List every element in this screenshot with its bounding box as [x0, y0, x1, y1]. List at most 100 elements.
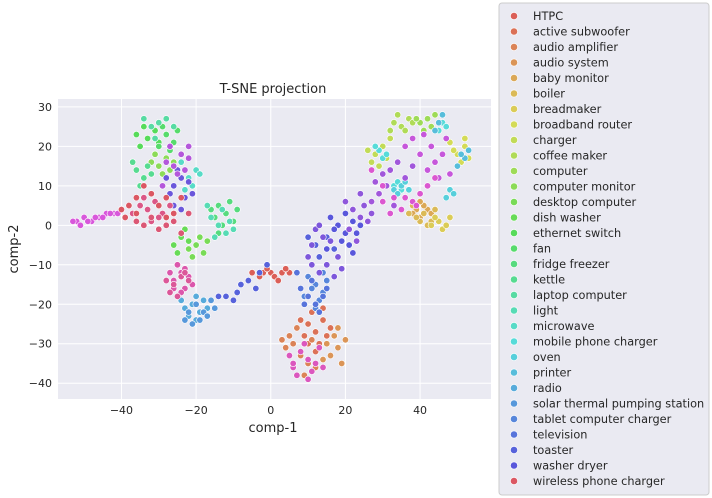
- data-point: [412, 115, 420, 123]
- data-point: [185, 245, 193, 253]
- data-point: [442, 134, 450, 142]
- legend-entry: wireless phone charger: [533, 475, 665, 488]
- legend-marker: [510, 384, 518, 392]
- data-point: [200, 296, 208, 304]
- data-point: [308, 241, 316, 249]
- data-point: [368, 209, 376, 217]
- data-point: [196, 316, 204, 324]
- data-point: [312, 328, 320, 336]
- data-point: [319, 233, 327, 241]
- data-point: [229, 225, 237, 233]
- data-point: [323, 261, 331, 269]
- data-point: [450, 190, 458, 198]
- legend-entry: audio amplifier: [533, 41, 618, 54]
- x-tick-label: 20: [338, 404, 352, 417]
- data-point: [177, 150, 185, 158]
- data-point: [293, 269, 301, 277]
- data-point: [315, 308, 323, 316]
- data-point: [394, 111, 402, 119]
- data-point: [379, 198, 387, 206]
- data-point: [364, 217, 372, 225]
- data-point: [192, 292, 200, 300]
- data-point: [446, 170, 454, 178]
- legend-entry: washer dryer: [533, 460, 608, 473]
- data-point: [84, 217, 92, 225]
- data-point: [353, 229, 361, 237]
- data-point: [188, 320, 196, 328]
- data-point: [304, 253, 312, 261]
- data-point: [364, 146, 372, 154]
- data-point: [215, 221, 223, 229]
- legend-entry: audio system: [533, 57, 609, 70]
- data-point: [233, 288, 241, 296]
- data-point: [140, 174, 148, 182]
- data-point: [185, 277, 193, 285]
- data-point: [170, 182, 178, 190]
- data-point: [323, 340, 331, 348]
- data-point: [211, 233, 219, 241]
- data-point: [308, 284, 316, 292]
- data-point: [140, 182, 148, 190]
- data-point: [438, 111, 446, 119]
- data-point: [323, 284, 331, 292]
- legend-marker: [510, 182, 518, 191]
- legend-marker: [510, 244, 518, 253]
- data-point: [315, 269, 323, 277]
- data-point: [185, 209, 193, 217]
- y-tick-label: 10: [38, 180, 52, 193]
- legend-marker: [510, 74, 518, 82]
- legend-entry: mobile phone charger: [533, 336, 658, 349]
- legend-marker: [510, 27, 518, 36]
- legend-marker: [510, 167, 518, 175]
- data-point: [203, 237, 211, 245]
- data-point: [308, 277, 316, 285]
- data-point: [132, 217, 140, 225]
- legend-marker: [510, 461, 518, 470]
- data-point: [386, 134, 394, 142]
- data-point: [431, 158, 439, 166]
- data-point: [304, 375, 312, 383]
- data-point: [173, 261, 181, 269]
- data-point: [185, 308, 193, 316]
- data-point: [412, 213, 420, 221]
- data-point: [424, 182, 432, 190]
- data-point: [132, 131, 140, 139]
- data-point: [356, 213, 364, 221]
- data-point: [162, 115, 170, 123]
- data-point: [420, 209, 428, 217]
- data-point: [196, 170, 204, 178]
- legend-entry: active subwoofer: [533, 26, 630, 39]
- plot-area: [58, 99, 491, 399]
- data-point: [125, 202, 133, 210]
- data-point: [244, 277, 252, 285]
- data-point: [218, 206, 226, 214]
- data-point: [450, 146, 458, 154]
- data-point: [222, 292, 230, 300]
- data-point: [338, 237, 346, 245]
- data-point: [177, 158, 185, 166]
- data-point: [397, 206, 405, 214]
- legend-entry: light: [533, 305, 559, 318]
- legend-marker: [510, 105, 518, 113]
- data-point: [237, 281, 245, 289]
- data-point: [173, 292, 181, 300]
- data-point: [173, 249, 181, 257]
- data-point: [390, 119, 398, 127]
- data-point: [185, 154, 193, 162]
- data-point: [330, 332, 338, 340]
- data-point: [136, 202, 144, 210]
- data-point: [368, 166, 376, 174]
- data-point: [282, 344, 290, 352]
- data-point: [170, 217, 178, 225]
- data-point: [252, 284, 260, 292]
- data-point: [371, 178, 379, 186]
- data-point: [326, 237, 334, 245]
- data-point: [431, 213, 439, 221]
- data-point: [233, 206, 241, 214]
- data-point: [170, 162, 178, 170]
- data-point: [140, 221, 148, 229]
- data-point: [338, 265, 346, 273]
- data-point: [121, 213, 129, 221]
- data-point: [323, 245, 331, 253]
- data-point: [312, 359, 320, 367]
